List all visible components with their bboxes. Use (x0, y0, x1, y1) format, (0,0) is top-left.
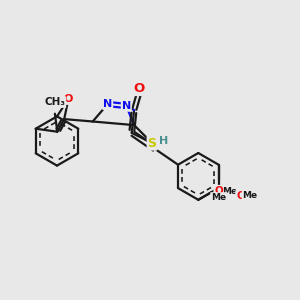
Text: Me: Me (222, 188, 237, 196)
Text: N: N (103, 99, 112, 109)
Text: O: O (236, 191, 245, 201)
Text: N: N (122, 101, 131, 111)
Text: Me: Me (211, 193, 226, 202)
Text: O: O (214, 186, 223, 196)
Text: O: O (64, 94, 73, 104)
Text: Me: Me (242, 191, 258, 200)
Text: O: O (216, 187, 225, 197)
Text: H: H (160, 136, 169, 146)
Text: CH₃: CH₃ (44, 97, 65, 107)
Text: O: O (134, 82, 145, 95)
Text: S: S (148, 136, 157, 150)
